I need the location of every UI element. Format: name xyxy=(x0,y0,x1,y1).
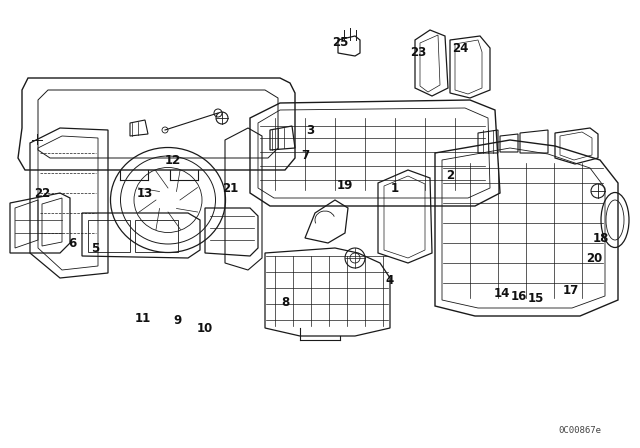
Text: 4: 4 xyxy=(386,273,394,287)
Text: 18: 18 xyxy=(593,232,609,245)
Text: 13: 13 xyxy=(137,186,153,199)
Text: 0C00867e: 0C00867e xyxy=(559,426,602,435)
Text: 11: 11 xyxy=(135,311,151,324)
Text: 17: 17 xyxy=(563,284,579,297)
Text: 2: 2 xyxy=(446,168,454,181)
Text: 1: 1 xyxy=(391,181,399,194)
Text: 5: 5 xyxy=(91,241,99,254)
Text: 15: 15 xyxy=(528,292,544,305)
Text: 20: 20 xyxy=(586,251,602,264)
Text: 23: 23 xyxy=(410,46,426,59)
Text: 16: 16 xyxy=(511,289,527,302)
Text: 10: 10 xyxy=(197,322,213,335)
Text: 25: 25 xyxy=(332,35,348,48)
Text: 21: 21 xyxy=(222,181,238,194)
Text: 24: 24 xyxy=(452,42,468,55)
Text: 6: 6 xyxy=(68,237,76,250)
Text: 9: 9 xyxy=(174,314,182,327)
Text: 19: 19 xyxy=(337,178,353,191)
Text: 8: 8 xyxy=(281,296,289,309)
Text: 12: 12 xyxy=(165,154,181,167)
Text: 7: 7 xyxy=(301,148,309,161)
Text: 14: 14 xyxy=(494,287,510,300)
Text: 3: 3 xyxy=(306,124,314,137)
Text: 22: 22 xyxy=(34,186,50,199)
